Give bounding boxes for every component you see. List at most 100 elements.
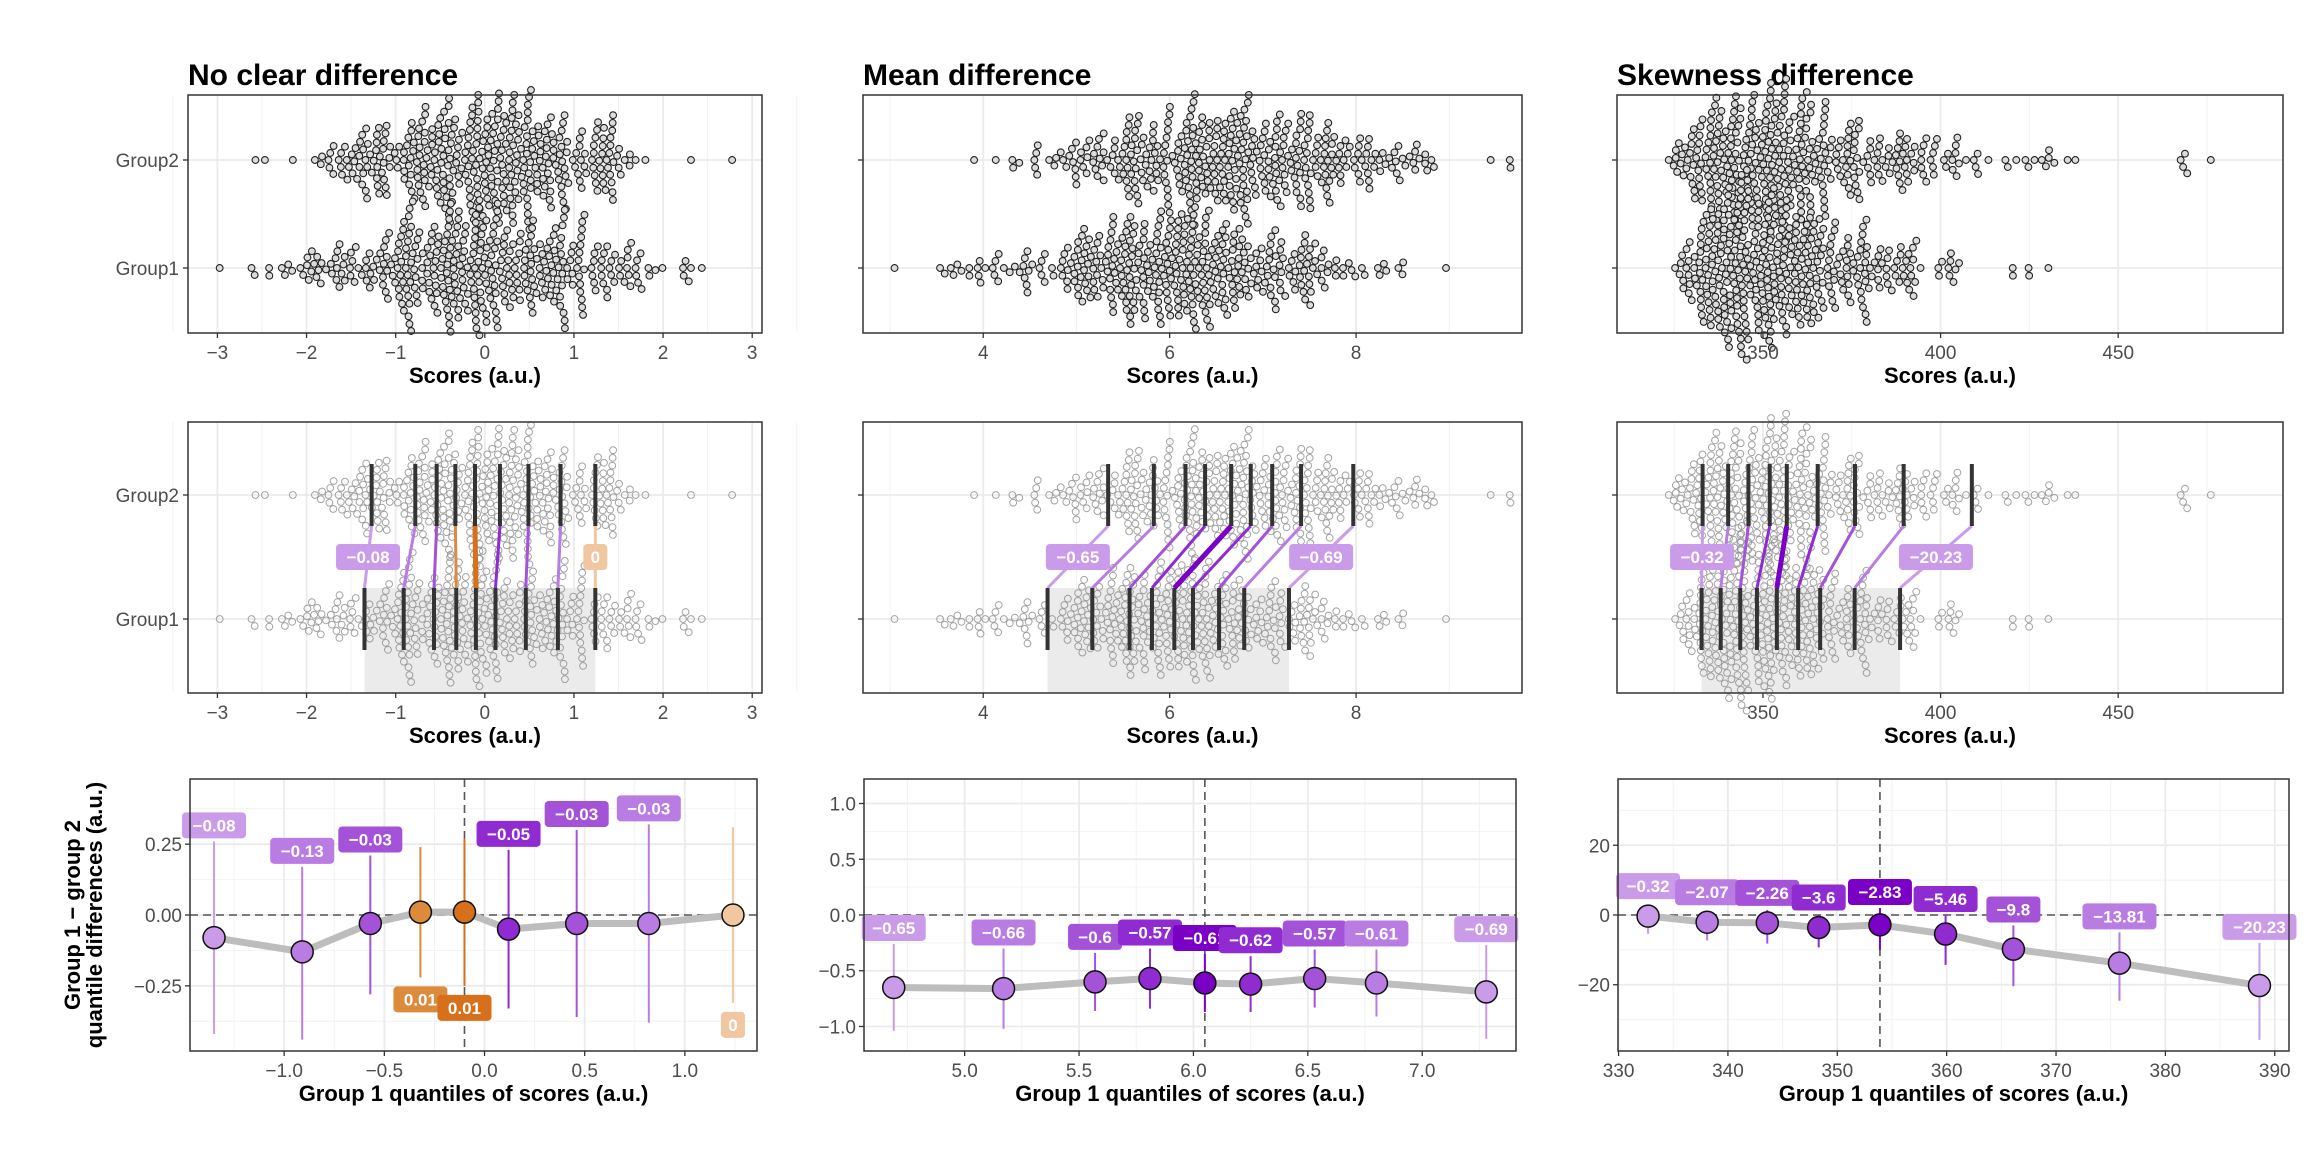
data-point: [379, 472, 388, 481]
data-point: [388, 622, 397, 631]
data-point: [623, 596, 632, 605]
data-point: [1189, 458, 1198, 467]
data-point: [1706, 573, 1714, 581]
data-point: [311, 491, 319, 499]
data-point: [476, 238, 485, 247]
data-point: [1771, 138, 1780, 147]
data-point: [1948, 165, 1957, 174]
data-point: [449, 166, 458, 175]
data-point: [391, 254, 399, 263]
data-point: [533, 170, 542, 179]
data-point: [1322, 519, 1331, 527]
data-point: [1253, 283, 1262, 292]
data-point: [523, 443, 532, 452]
data-point: [1361, 162, 1370, 171]
data-point: [1334, 498, 1343, 507]
data-point: [1740, 226, 1749, 235]
data-point: [679, 271, 688, 280]
difference-label-box: [1218, 927, 1283, 954]
data-point: [1685, 589, 1694, 597]
data-point: [340, 627, 349, 636]
data-point: [1133, 526, 1142, 535]
difference-label-box: [1454, 916, 1519, 943]
data-point: [641, 491, 650, 499]
data-point: [607, 257, 616, 265]
data-point: [520, 163, 529, 172]
data-point: [2021, 491, 2030, 499]
data-point: [535, 264, 544, 272]
data-point: [1360, 622, 1369, 630]
data-point: [609, 446, 617, 455]
data-point: [1063, 285, 1072, 293]
data-point: [1687, 139, 1696, 148]
data-point: [1682, 615, 1691, 623]
data-point: [1759, 589, 1767, 598]
data-point: [1180, 650, 1189, 659]
data-point: [1237, 480, 1246, 489]
data-point: [1242, 285, 1250, 294]
data-point: [1398, 489, 1407, 498]
data-point: [1248, 176, 1257, 185]
data-point: [299, 271, 308, 279]
data-point: [1912, 236, 1921, 245]
data-point: [1821, 97, 1830, 106]
data-point: [474, 426, 483, 434]
data-point: [517, 507, 526, 516]
data-point: [1763, 627, 1771, 635]
data-point: [1919, 476, 1928, 485]
data-point: [444, 102, 453, 111]
data-point: [1675, 270, 1684, 279]
data-point: [631, 156, 640, 164]
data-point: [1078, 231, 1086, 240]
data-point: [1754, 165, 1763, 174]
data-point: [1704, 473, 1713, 482]
data-point: [1141, 496, 1150, 504]
data-point: [399, 225, 408, 234]
data-point: [346, 271, 355, 280]
data-point: [430, 156, 439, 164]
data-point: [1753, 654, 1762, 663]
data-point: [1175, 180, 1184, 189]
data-point: [1178, 615, 1187, 623]
data-point: [1827, 289, 1836, 298]
data-point: [1857, 238, 1866, 247]
data-point: [514, 446, 523, 455]
data-point: [1760, 306, 1769, 314]
data-point: [568, 620, 577, 629]
data-point: [1032, 484, 1041, 492]
data-point: [1381, 160, 1390, 169]
data-point: [1123, 266, 1132, 275]
data-point: [608, 461, 617, 470]
data-point: [1813, 144, 1821, 153]
data-point: [1287, 501, 1296, 510]
data-point: [459, 283, 468, 292]
data-point: [543, 504, 552, 513]
data-point: [491, 261, 500, 270]
data-point: [606, 476, 615, 485]
data-point: [1091, 165, 1100, 174]
data-point: [1221, 119, 1230, 128]
data-point: [510, 512, 519, 521]
data-point: [1226, 114, 1235, 123]
data-point: [1940, 491, 1948, 499]
data-point: [520, 264, 529, 272]
data-point: [1188, 220, 1197, 229]
data-point: [1302, 484, 1311, 492]
data-point: [403, 476, 411, 485]
data-point: [1828, 296, 1837, 305]
data-point: [355, 151, 364, 160]
data-point: [1320, 484, 1329, 493]
data-point: [1239, 138, 1248, 147]
data-point: [1187, 165, 1196, 174]
data-point: [1163, 647, 1172, 656]
data-point: [1319, 163, 1328, 171]
data-point: [418, 615, 427, 623]
data-point: [1673, 503, 1682, 511]
data-point: [1905, 285, 1914, 294]
data-point: [560, 564, 568, 573]
data-point: [545, 588, 554, 597]
data-point: [549, 138, 558, 147]
data-point: [1723, 198, 1732, 207]
data-point: [1304, 188, 1313, 197]
data-point: [1687, 475, 1696, 483]
